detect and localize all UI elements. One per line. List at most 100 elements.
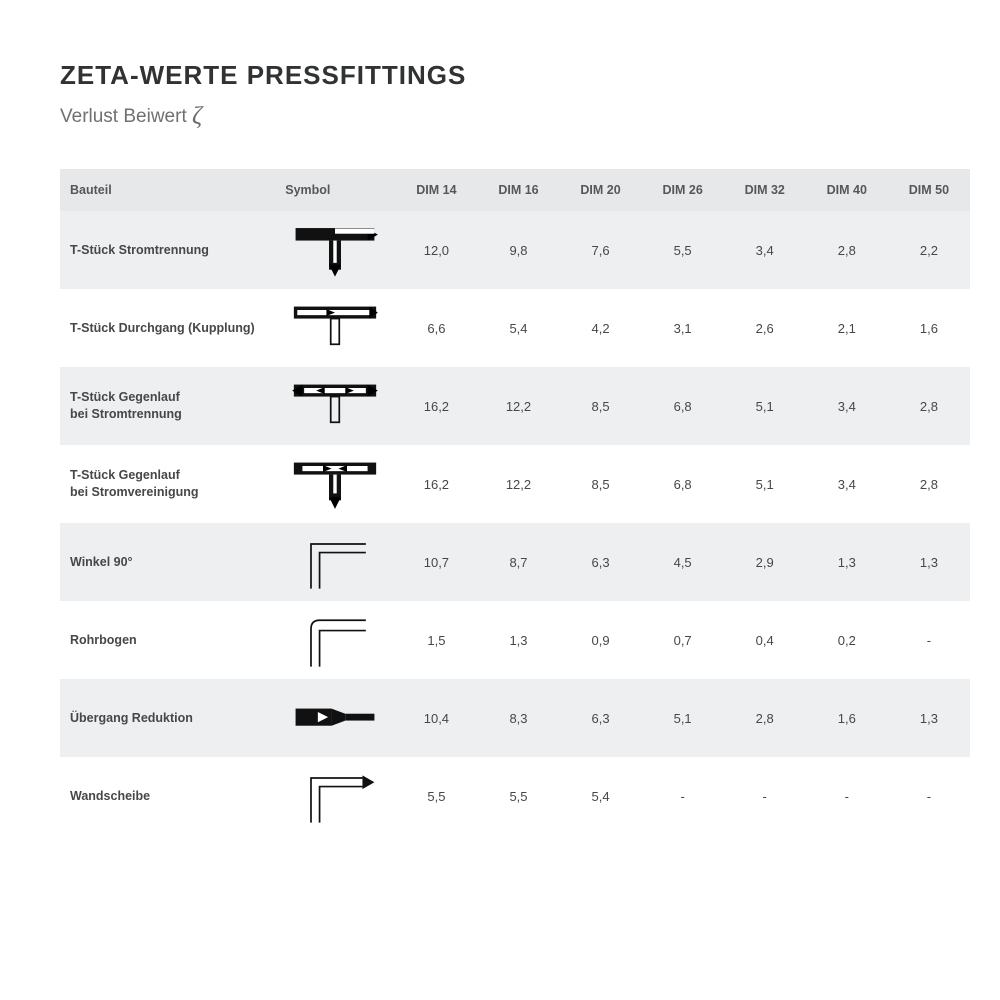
elbow90-icon	[285, 532, 385, 592]
table-row: T-Stück Stromtrennung 12,09,87,65,53,42,8…	[60, 211, 970, 289]
col-dim14: DIM 14	[395, 169, 477, 211]
t_split_down-icon	[285, 220, 385, 280]
cell-d16: 8,3	[477, 679, 559, 757]
cell-d14: 1,5	[395, 601, 477, 679]
t_opposed_in-icon	[285, 454, 385, 514]
page: ZETA-WERTE PRESSFITTINGS Verlust Beiwert…	[0, 0, 1000, 1000]
cell-d50: -	[888, 601, 970, 679]
cell-d26: -	[642, 757, 724, 835]
t_through-icon	[285, 298, 385, 358]
cell-d14: 5,5	[395, 757, 477, 835]
cell-d26: 5,1	[642, 679, 724, 757]
cell-d26: 0,7	[642, 601, 724, 679]
cell-d50: 2,8	[888, 445, 970, 523]
cell-d16: 12,2	[477, 445, 559, 523]
col-bauteil: Bauteil	[60, 169, 275, 211]
cell-d50: 1,6	[888, 289, 970, 367]
cell-d14: 16,2	[395, 367, 477, 445]
cell-d26: 4,5	[642, 523, 724, 601]
cell-d20: 7,6	[560, 211, 642, 289]
cell-d26: 5,5	[642, 211, 724, 289]
t_opposed_out-icon	[285, 376, 385, 436]
cell-symbol	[275, 601, 395, 679]
cell-bauteil: T-Stück Gegenlaufbei Stromtrennung	[60, 367, 275, 445]
cell-d50: 1,3	[888, 679, 970, 757]
cell-bauteil: Wandscheibe	[60, 757, 275, 835]
cell-d40: 3,4	[806, 445, 888, 523]
col-symbol: Symbol	[275, 169, 395, 211]
cell-d14: 16,2	[395, 445, 477, 523]
cell-d50: 2,2	[888, 211, 970, 289]
cell-d16: 9,8	[477, 211, 559, 289]
cell-symbol	[275, 367, 395, 445]
bend-icon	[285, 610, 385, 670]
table-row: Winkel 90°10,78,76,34,52,91,31,3	[60, 523, 970, 601]
cell-d32: -	[724, 757, 806, 835]
cell-d32: 0,4	[724, 601, 806, 679]
cell-d16: 5,4	[477, 289, 559, 367]
zeta-table: Bauteil Symbol DIM 14 DIM 16 DIM 20 DIM …	[60, 169, 970, 835]
table-row: T-Stück Durchgang (Kupplung) 6,65,44,23,1…	[60, 289, 970, 367]
cell-d40: 1,3	[806, 523, 888, 601]
zeta-symbol: ζ	[192, 103, 202, 130]
wall_bend-icon	[285, 766, 385, 826]
cell-d32: 2,6	[724, 289, 806, 367]
cell-d16: 1,3	[477, 601, 559, 679]
cell-d40: 1,6	[806, 679, 888, 757]
cell-d20: 5,4	[560, 757, 642, 835]
table-row: T-Stück Gegenlaufbei Stromvereinigung 16,…	[60, 445, 970, 523]
cell-d16: 8,7	[477, 523, 559, 601]
cell-d32: 5,1	[724, 367, 806, 445]
reducer-icon	[285, 688, 385, 748]
subtitle-text: Verlust Beiwert	[60, 106, 192, 127]
table-row: Übergang Reduktion 10,48,36,35,12,81,61,3	[60, 679, 970, 757]
col-dim16: DIM 16	[477, 169, 559, 211]
cell-symbol	[275, 523, 395, 601]
table-row: T-Stück Gegenlaufbei Stromtrennung 16,212…	[60, 367, 970, 445]
cell-d14: 10,4	[395, 679, 477, 757]
table-header: Bauteil Symbol DIM 14 DIM 16 DIM 20 DIM …	[60, 169, 970, 211]
col-dim26: DIM 26	[642, 169, 724, 211]
cell-d40: 2,1	[806, 289, 888, 367]
cell-symbol	[275, 289, 395, 367]
col-dim20: DIM 20	[560, 169, 642, 211]
cell-d20: 4,2	[560, 289, 642, 367]
cell-d50: 1,3	[888, 523, 970, 601]
cell-d32: 2,9	[724, 523, 806, 601]
cell-bauteil: T-Stück Gegenlaufbei Stromvereinigung	[60, 445, 275, 523]
cell-bauteil: T-Stück Durchgang (Kupplung)	[60, 289, 275, 367]
table-row: Rohrbogen 1,51,30,90,70,40,2-	[60, 601, 970, 679]
cell-d40: 2,8	[806, 211, 888, 289]
cell-bauteil: Übergang Reduktion	[60, 679, 275, 757]
cell-bauteil: T-Stück Stromtrennung	[60, 211, 275, 289]
cell-d14: 10,7	[395, 523, 477, 601]
cell-d40: 0,2	[806, 601, 888, 679]
cell-d16: 12,2	[477, 367, 559, 445]
col-dim50: DIM 50	[888, 169, 970, 211]
cell-symbol	[275, 445, 395, 523]
cell-d26: 6,8	[642, 445, 724, 523]
cell-d20: 6,3	[560, 679, 642, 757]
cell-d14: 6,6	[395, 289, 477, 367]
cell-d20: 8,5	[560, 445, 642, 523]
cell-symbol	[275, 211, 395, 289]
col-dim40: DIM 40	[806, 169, 888, 211]
cell-d20: 6,3	[560, 523, 642, 601]
col-dim32: DIM 32	[724, 169, 806, 211]
cell-d20: 0,9	[560, 601, 642, 679]
cell-d40: 3,4	[806, 367, 888, 445]
cell-d32: 3,4	[724, 211, 806, 289]
page-title: ZETA-WERTE PRESSFITTINGS	[60, 60, 960, 91]
cell-d32: 2,8	[724, 679, 806, 757]
table-row: Wandscheibe5,55,55,4----	[60, 757, 970, 835]
cell-d20: 8,5	[560, 367, 642, 445]
cell-d50: -	[888, 757, 970, 835]
cell-d26: 6,8	[642, 367, 724, 445]
cell-bauteil: Rohrbogen	[60, 601, 275, 679]
cell-d14: 12,0	[395, 211, 477, 289]
table-body: T-Stück Stromtrennung12,09,87,65,53,42,8…	[60, 211, 970, 835]
cell-d26: 3,1	[642, 289, 724, 367]
cell-symbol	[275, 679, 395, 757]
cell-bauteil: Winkel 90°	[60, 523, 275, 601]
cell-symbol	[275, 757, 395, 835]
